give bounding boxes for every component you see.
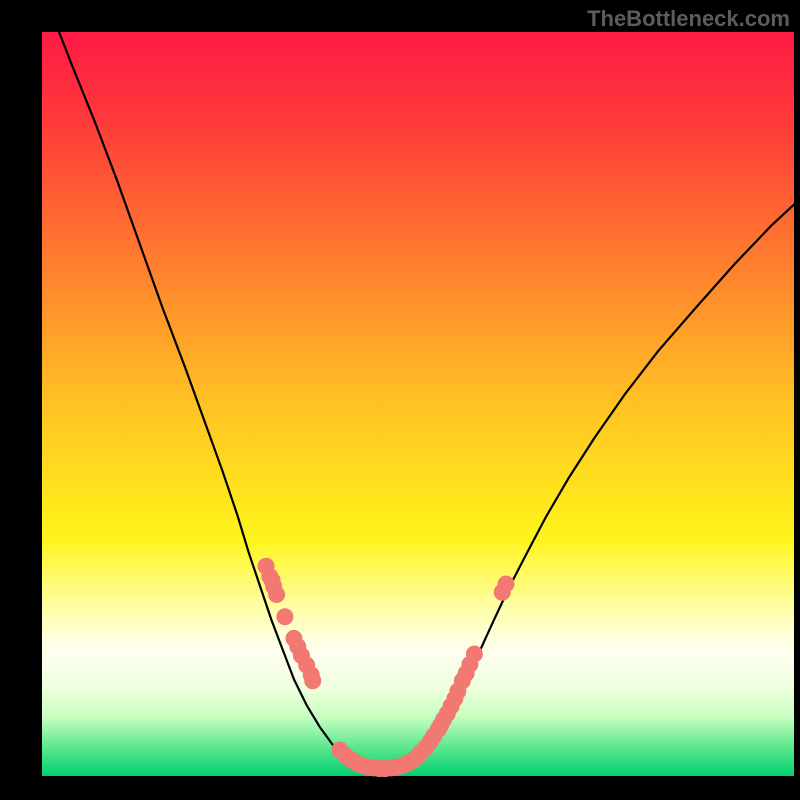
- bottleneck-chart: [0, 0, 800, 800]
- data-marker: [269, 586, 285, 602]
- watermark-text: TheBottleneck.com: [587, 6, 790, 32]
- data-marker: [466, 646, 482, 662]
- data-marker: [498, 576, 514, 592]
- plot-background: [42, 32, 794, 776]
- chart-container: TheBottleneck.com: [0, 0, 800, 800]
- data-marker: [264, 572, 280, 588]
- data-marker: [305, 673, 321, 689]
- data-marker: [277, 609, 293, 625]
